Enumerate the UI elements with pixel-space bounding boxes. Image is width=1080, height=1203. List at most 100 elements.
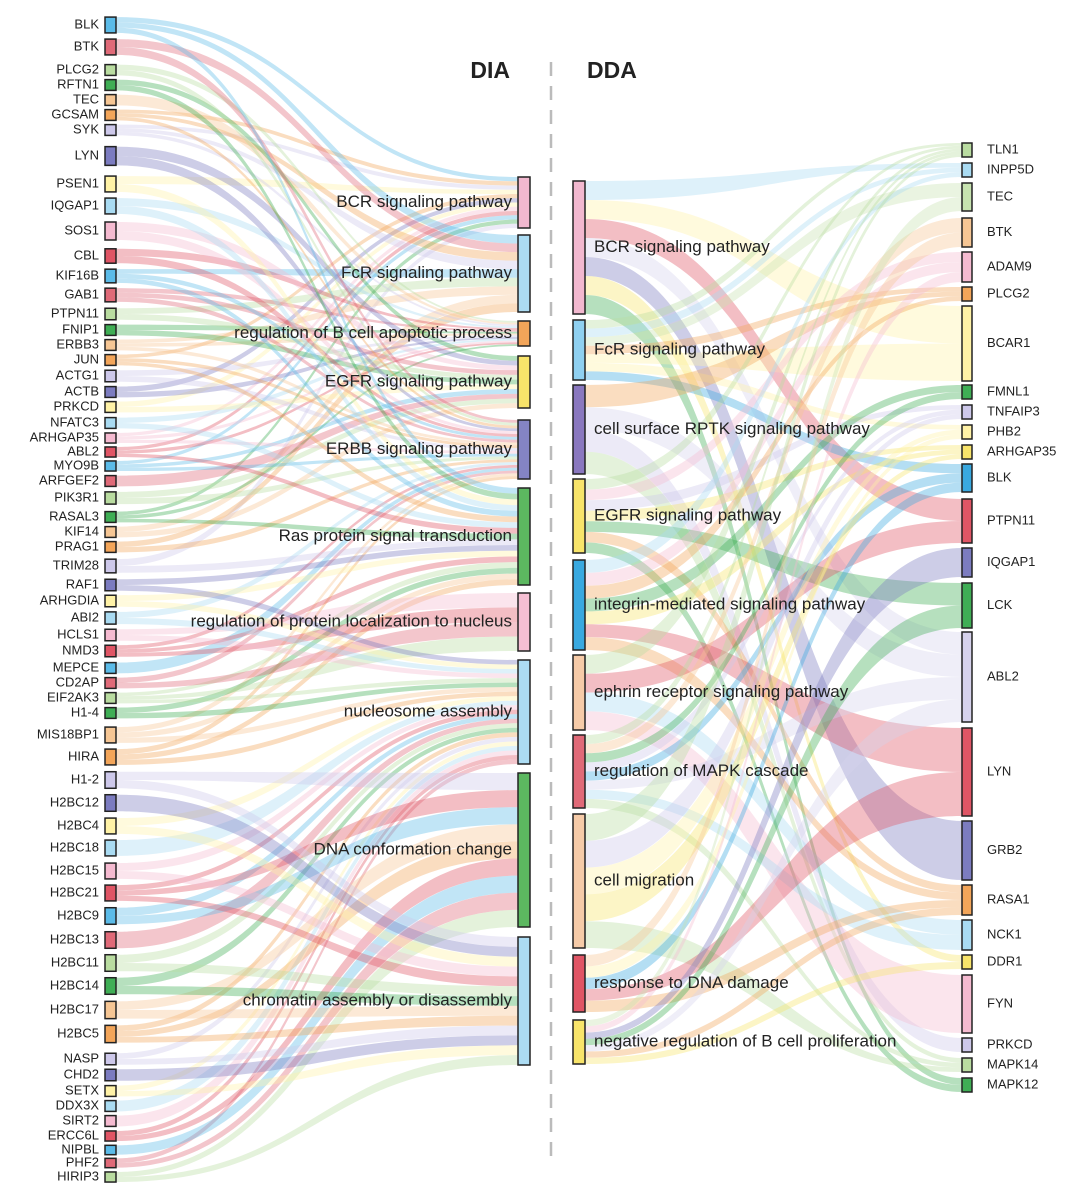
dda-gene-node — [961, 582, 973, 629]
dia-gene-label: H2BC21 — [50, 884, 99, 899]
dia-link — [116, 456, 518, 505]
left-title: DIA — [470, 57, 510, 83]
dia-pathway-label: EGFR signaling pathway — [325, 371, 513, 390]
dda-link — [585, 200, 962, 344]
dia-link — [116, 333, 518, 347]
dda-gene-label: PRKCD — [987, 1036, 1033, 1051]
dia-gene-node — [104, 884, 117, 902]
dia-gene-label: CBL — [74, 247, 99, 262]
dda-pathway-label: response to DNA damage — [594, 973, 789, 992]
dia-gene-label: IQGAP1 — [51, 197, 99, 212]
dda-pathway-node — [572, 384, 586, 475]
dia-link — [116, 94, 518, 325]
dia-link — [116, 895, 518, 987]
dda-pathway-label: cell migration — [594, 870, 694, 889]
dia-link — [116, 176, 518, 194]
dia-gene-node — [104, 661, 117, 675]
dda-link — [585, 262, 962, 586]
dia-gene-label: H2BC4 — [57, 817, 99, 832]
dia-pathway-label: regulation of protein localization to nu… — [191, 611, 512, 630]
dda-gene-label: ABL2 — [987, 668, 1019, 683]
dda-gene-node — [961, 217, 973, 248]
dia-link — [116, 824, 518, 1010]
dia-link — [116, 222, 518, 371]
dia-gene-label: GCSAM — [51, 106, 99, 121]
dia-link — [116, 736, 518, 1059]
dia-gene-node — [104, 706, 117, 720]
dia-gene-node — [104, 594, 117, 608]
dia-link — [116, 403, 518, 538]
dia-link — [116, 361, 518, 523]
dia-gene-node — [104, 385, 117, 399]
dda-gene-label: NCK1 — [987, 926, 1022, 941]
dda-gene-label: IQGAP1 — [987, 554, 1035, 569]
dia-link — [116, 198, 518, 392]
dia-link — [116, 723, 518, 963]
dia-gene-node — [104, 726, 117, 744]
dda-link — [585, 962, 962, 1064]
dia-link — [116, 294, 518, 532]
dia-gene-node — [104, 353, 117, 367]
dia-gene-node — [104, 525, 117, 539]
dia-pathway-label: nucleosome assembly — [344, 701, 513, 720]
dia-link — [116, 39, 518, 253]
dia-link — [116, 202, 518, 407]
dia-gene-label: HCLS1 — [57, 626, 99, 641]
dda-link — [585, 677, 962, 790]
dia-gene-label: TRIM28 — [53, 557, 99, 572]
dia-gene-label: PSEN1 — [56, 175, 99, 190]
dia-link — [116, 314, 518, 380]
dia-gene-label: H2BC18 — [50, 839, 99, 854]
dia-gene-node — [104, 1099, 117, 1113]
dia-gene-node — [104, 268, 117, 284]
dia-pathway-node — [517, 419, 531, 480]
dda-gene-node — [961, 251, 973, 283]
dia-link — [116, 338, 518, 423]
dia-gene-label: H2BC17 — [50, 1001, 99, 1016]
dia-link — [116, 277, 518, 314]
dda-link — [585, 343, 962, 381]
dia-gene-node — [104, 906, 117, 926]
dia-link — [116, 727, 518, 986]
dda-link — [585, 445, 962, 522]
dia-gene-node — [104, 338, 117, 352]
dia-gene-label: NIPBL — [61, 1141, 99, 1156]
dia-pathway-node — [517, 234, 531, 313]
dia-gene-node — [104, 839, 117, 857]
dia-link — [116, 47, 518, 423]
dda-link — [585, 172, 962, 573]
dda-gene-label: BTK — [987, 224, 1013, 239]
dia-gene-node — [104, 287, 117, 303]
dda-gene-label: LCK — [987, 597, 1013, 612]
dia-link — [116, 156, 518, 432]
dia-link — [116, 330, 518, 385]
dia-link — [116, 292, 518, 375]
dda-link — [585, 296, 962, 599]
dda-link — [585, 454, 962, 922]
dda-pathway-node — [572, 1019, 586, 1065]
dia-gene-label: NFATC3 — [50, 414, 99, 429]
dia-gene-label: MEPCE — [53, 659, 100, 674]
dda-gene-label: PLCG2 — [987, 285, 1030, 300]
dda-gene-node — [961, 286, 973, 302]
dda-pathway-label: negative regulation of B cell proliferat… — [594, 1031, 896, 1050]
dia-gene-node — [104, 221, 117, 241]
dia-link — [116, 909, 518, 1177]
dda-link — [585, 451, 962, 1063]
dia-gene-label: PHF2 — [66, 1154, 99, 1169]
dia-link — [116, 198, 518, 329]
dia-gene-node — [104, 78, 117, 92]
dia-gene-node — [104, 108, 117, 122]
dia-link — [116, 297, 518, 443]
dda-pathway-node — [572, 478, 586, 554]
dia-gene-label: H1-4 — [71, 704, 99, 719]
dda-link — [585, 218, 962, 754]
dia-gene-label: PLCG2 — [56, 61, 99, 76]
dia-link — [116, 759, 518, 1163]
dda-gene-label: PTPN11 — [987, 512, 1035, 527]
dia-link — [116, 146, 518, 366]
dia-gene-node — [104, 1157, 117, 1169]
dia-gene-label: JUN — [74, 351, 99, 366]
dda-link — [585, 145, 962, 490]
dda-gene-label: MAPK12 — [987, 1076, 1038, 1091]
